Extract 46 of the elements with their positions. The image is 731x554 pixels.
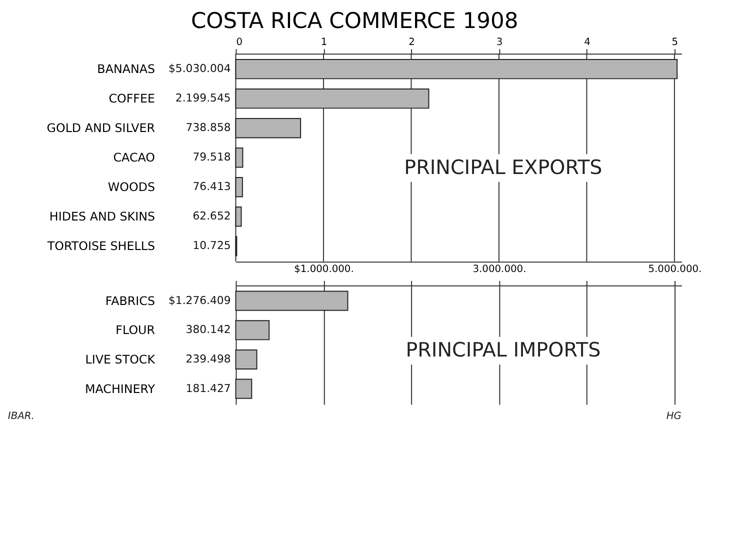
y-tick-label: TORTOISE SHELLS — [46, 239, 156, 254]
y-tick-label: MACHINERY — [85, 382, 156, 396]
y-tick-label: COFFEE — [108, 92, 156, 106]
annotation: PRINCIPAL EXPORTS — [404, 156, 602, 179]
text: HG — [666, 411, 682, 422]
chart-title: COSTA RICA COMMERCE 1908 — [190, 8, 518, 34]
bar — [235, 378, 252, 399]
x2-tick-label: 5 — [672, 37, 678, 48]
y-tick-label: FLOUR — [116, 323, 156, 338]
bar — [235, 118, 302, 138]
bar — [235, 349, 258, 370]
data-label: 79.518 — [192, 150, 231, 164]
data-label: 62.652 — [192, 210, 231, 223]
x2-tick-label: 2 — [408, 37, 415, 48]
text: IBAR. — [8, 411, 34, 422]
bar — [235, 320, 270, 340]
bar — [235, 290, 348, 311]
x2-tick-label: 1 — [320, 37, 328, 48]
annotation: PRINCIPAL IMPORTS — [406, 338, 601, 362]
data-label: 10.725 — [192, 239, 231, 252]
data-label: $1.276.409 — [168, 294, 231, 307]
data-label: 239.498 — [186, 352, 231, 366]
bar — [235, 177, 243, 198]
x-tick-label: $1.000.000. — [294, 264, 354, 276]
x2-tick-label: 4 — [584, 37, 590, 48]
x2-tick-label: 0 — [236, 37, 243, 48]
y-tick-label: WOODS — [108, 180, 156, 194]
y-tick-label: LIVE STOCK — [85, 352, 156, 366]
y-tick-label: FABRICS — [105, 294, 156, 308]
bar — [235, 88, 430, 109]
data-label: 181.427 — [186, 382, 231, 395]
x2-tick-label: 3 — [496, 37, 503, 48]
y-tick-label: CACAO — [113, 150, 156, 165]
data-label: 738.858 — [186, 121, 231, 134]
x-tick-label: 3.000.000. — [472, 264, 526, 276]
bar — [235, 148, 244, 168]
data-label: 380.142 — [186, 323, 231, 336]
y-tick-label: BANANAS — [97, 62, 156, 76]
data-label: 2.199.545 — [175, 92, 231, 105]
data-label: 76.413 — [192, 180, 231, 194]
x-tick-label: 5.000.000. — [648, 264, 702, 276]
bar — [235, 59, 678, 80]
data-label: $5.030.004 — [168, 62, 231, 76]
y-tick-label: HIDES AND SKINS — [49, 210, 156, 224]
bar — [235, 206, 242, 227]
y-tick-label: GOLD AND SILVER — [46, 121, 156, 136]
